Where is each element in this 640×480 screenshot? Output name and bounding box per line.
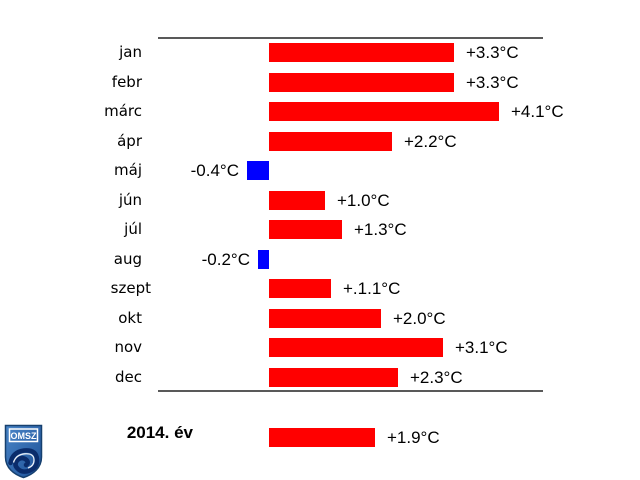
month-bar	[269, 367, 398, 387]
month-bar	[269, 43, 454, 62]
month-bar	[269, 308, 381, 328]
month-label: márc	[104, 102, 142, 120]
value-label: +2.3°C	[410, 367, 463, 387]
value-label: +2.0°C	[393, 308, 446, 328]
month-label: jan	[119, 43, 142, 61]
month-label: aug	[113, 249, 142, 268]
month-label: okt	[118, 308, 142, 327]
month-label: jún	[118, 190, 142, 209]
month-bar	[258, 249, 269, 269]
month-bar	[247, 161, 269, 180]
value-label: +3.3°C	[466, 72, 519, 92]
logo-text: OMSZ	[11, 431, 38, 441]
value-label: +1.3°C	[354, 220, 407, 239]
month-label: máj	[114, 161, 142, 179]
annual-bar	[269, 428, 375, 447]
month-bar	[269, 338, 443, 357]
value-label: +1.0°C	[337, 190, 390, 210]
wave-swirl-icon	[8, 448, 40, 474]
value-label: +3.3°C	[466, 43, 519, 62]
annual-label: 2014. év	[126, 423, 193, 442]
axis-line-bottom	[158, 390, 543, 392]
axis-line-top	[158, 37, 543, 39]
month-label: ápr	[117, 131, 142, 150]
month-label: nov	[114, 338, 142, 356]
value-label: +3.1°C	[455, 338, 508, 357]
month-bar	[269, 72, 454, 92]
value-label: +2.2°C	[404, 131, 457, 151]
value-label: -0.2°C	[201, 249, 250, 269]
month-label: dec	[115, 367, 142, 386]
value-label: +.1.1°C	[343, 279, 401, 298]
value-label: +4.1°C	[511, 102, 564, 121]
month-bar	[269, 102, 499, 121]
omsz-logo: OMSZ	[4, 424, 43, 479]
logo-text-frame	[8, 428, 39, 443]
month-label: szept	[110, 279, 151, 297]
annual-value-label: +1.9°C	[387, 428, 440, 447]
month-label: júl	[124, 220, 142, 238]
month-bar	[269, 131, 392, 151]
month-bar	[269, 220, 342, 239]
month-bar	[269, 190, 325, 210]
month-bar	[269, 279, 331, 298]
value-label: -0.4°C	[190, 161, 239, 180]
month-label: febr	[111, 72, 142, 91]
